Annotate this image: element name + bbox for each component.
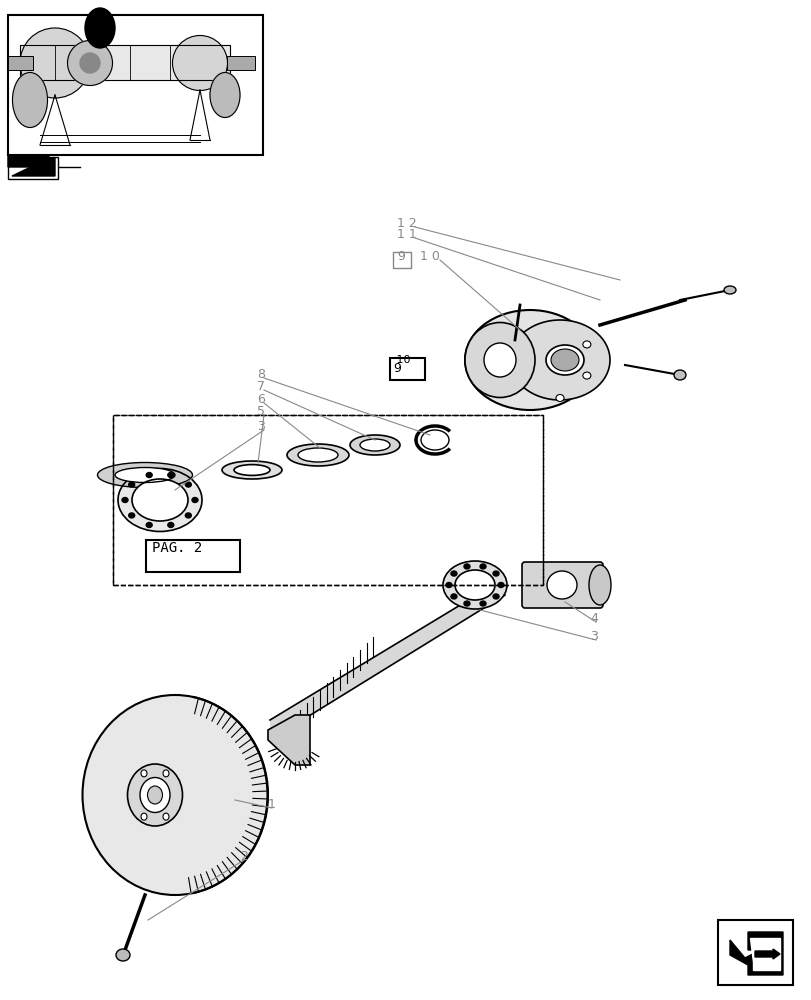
Text: 1 0: 1 0: [419, 250, 440, 263]
Ellipse shape: [115, 468, 175, 483]
Bar: [8, 157, 58, 179]
Text: 10: 10: [393, 355, 410, 365]
Ellipse shape: [723, 286, 735, 294]
Polygon shape: [12, 158, 55, 176]
Ellipse shape: [146, 473, 152, 478]
Ellipse shape: [497, 582, 504, 587]
Ellipse shape: [67, 41, 113, 86]
Ellipse shape: [588, 565, 610, 605]
Ellipse shape: [547, 571, 577, 599]
Ellipse shape: [286, 444, 349, 466]
Text: PAG. 2: PAG. 2: [152, 541, 202, 555]
Ellipse shape: [163, 813, 169, 820]
Bar: [389, 358, 424, 380]
Ellipse shape: [163, 770, 169, 777]
Text: 1 1: 1 1: [397, 228, 416, 241]
Text: 8: 8: [257, 368, 264, 381]
Ellipse shape: [556, 394, 564, 401]
Bar: [8, 56, 33, 70]
FancyBboxPatch shape: [146, 540, 240, 572]
Ellipse shape: [298, 448, 337, 462]
Polygon shape: [268, 715, 310, 765]
Ellipse shape: [146, 522, 152, 527]
Ellipse shape: [185, 482, 191, 487]
Ellipse shape: [465, 310, 594, 410]
Ellipse shape: [582, 341, 590, 348]
Ellipse shape: [141, 813, 147, 820]
FancyBboxPatch shape: [521, 562, 603, 608]
Ellipse shape: [80, 53, 100, 73]
Text: 4: 4: [590, 612, 597, 625]
Ellipse shape: [445, 582, 452, 587]
Polygon shape: [729, 932, 782, 975]
Ellipse shape: [168, 522, 174, 527]
Polygon shape: [727, 932, 784, 975]
Ellipse shape: [210, 73, 240, 118]
Text: 1 2: 1 2: [397, 217, 416, 230]
Text: 3: 3: [257, 420, 264, 433]
FancyArrow shape: [754, 949, 779, 959]
Ellipse shape: [141, 770, 147, 777]
Ellipse shape: [185, 513, 191, 518]
Text: 9: 9: [393, 362, 401, 375]
Ellipse shape: [450, 571, 457, 576]
Ellipse shape: [132, 479, 188, 521]
Ellipse shape: [12, 73, 47, 128]
Text: 6: 6: [257, 393, 264, 406]
Ellipse shape: [350, 435, 400, 455]
Text: 5: 5: [257, 405, 264, 418]
Polygon shape: [749, 938, 779, 970]
Ellipse shape: [492, 594, 499, 599]
Ellipse shape: [492, 571, 499, 576]
Ellipse shape: [221, 461, 281, 479]
Bar: [393, 252, 410, 268]
Text: 7: 7: [257, 380, 264, 393]
Polygon shape: [8, 155, 50, 167]
Bar: [113, 415, 543, 585]
Ellipse shape: [443, 561, 506, 609]
Ellipse shape: [479, 564, 486, 569]
Ellipse shape: [172, 36, 227, 91]
Ellipse shape: [582, 372, 590, 379]
Ellipse shape: [139, 778, 169, 812]
Ellipse shape: [483, 343, 515, 377]
Ellipse shape: [509, 320, 609, 400]
Text: 2: 2: [240, 850, 247, 863]
Ellipse shape: [97, 462, 192, 488]
Ellipse shape: [128, 482, 135, 487]
Ellipse shape: [122, 497, 128, 502]
Text: 1: 1: [268, 798, 276, 811]
Ellipse shape: [479, 601, 486, 606]
Ellipse shape: [83, 695, 267, 895]
Ellipse shape: [116, 949, 130, 961]
Bar: [20, 45, 230, 80]
Ellipse shape: [20, 28, 90, 98]
Polygon shape: [270, 578, 504, 740]
Ellipse shape: [551, 349, 578, 371]
Text: 3: 3: [590, 630, 597, 643]
Ellipse shape: [463, 601, 470, 606]
Ellipse shape: [148, 786, 162, 804]
Ellipse shape: [118, 468, 202, 532]
Ellipse shape: [359, 439, 389, 451]
Ellipse shape: [465, 322, 534, 397]
Ellipse shape: [191, 497, 198, 502]
Bar: [227, 56, 255, 70]
Ellipse shape: [463, 564, 470, 569]
Bar: [717, 920, 792, 985]
Bar: [8, 15, 263, 155]
Ellipse shape: [234, 465, 270, 475]
Text: 9: 9: [397, 250, 405, 263]
Ellipse shape: [128, 513, 135, 518]
Ellipse shape: [673, 370, 685, 380]
Ellipse shape: [127, 764, 182, 826]
Ellipse shape: [454, 570, 495, 600]
Ellipse shape: [450, 594, 457, 599]
Ellipse shape: [85, 8, 115, 48]
Ellipse shape: [168, 473, 174, 478]
Ellipse shape: [545, 345, 583, 375]
